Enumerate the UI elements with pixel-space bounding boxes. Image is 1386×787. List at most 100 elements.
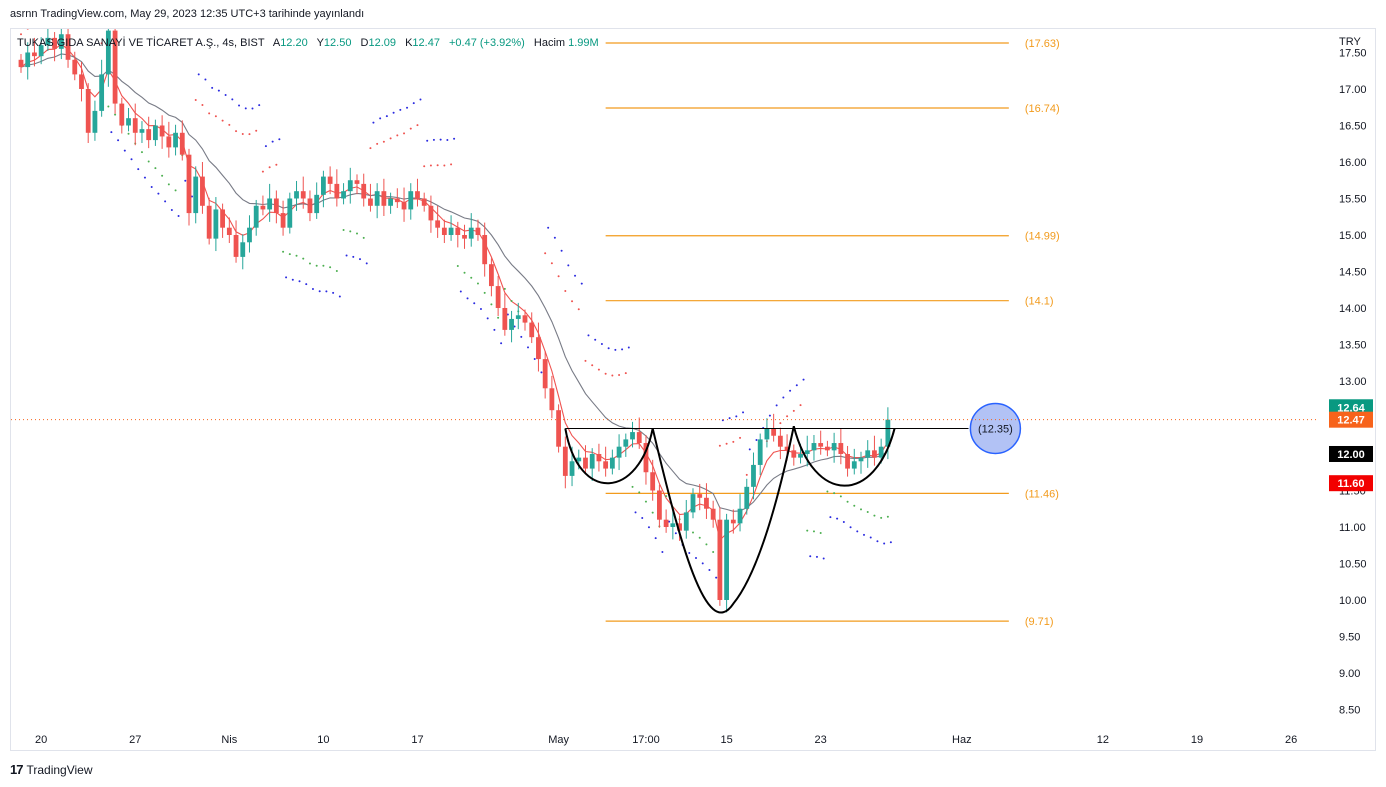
candle[interactable] bbox=[791, 444, 797, 466]
candle[interactable] bbox=[146, 116, 152, 149]
candle[interactable] bbox=[737, 494, 743, 532]
candle[interactable] bbox=[394, 188, 400, 208]
candle[interactable] bbox=[710, 500, 716, 528]
candle[interactable] bbox=[307, 190, 313, 222]
candle[interactable] bbox=[744, 478, 750, 515]
candle[interactable] bbox=[515, 302, 521, 330]
candle[interactable] bbox=[697, 483, 703, 511]
candle[interactable] bbox=[179, 120, 185, 161]
candle[interactable] bbox=[643, 435, 649, 485]
candle[interactable] bbox=[603, 446, 609, 477]
candle[interactable] bbox=[583, 445, 588, 475]
candle[interactable] bbox=[327, 166, 333, 195]
candle[interactable] bbox=[401, 187, 407, 222]
candle[interactable] bbox=[838, 428, 844, 465]
candle[interactable] bbox=[657, 484, 662, 528]
chart-pane[interactable]: (17.63) (16.74) (14.99) (14.1) (11.46) (9.71)… bbox=[10, 28, 1376, 751]
candle[interactable] bbox=[858, 451, 864, 474]
candle[interactable] bbox=[139, 121, 145, 144]
candle[interactable] bbox=[757, 433, 763, 476]
candle[interactable] bbox=[347, 167, 353, 204]
candle[interactable] bbox=[213, 197, 219, 252]
candle[interactable] bbox=[650, 459, 656, 501]
candle[interactable] bbox=[455, 221, 461, 248]
candle[interactable] bbox=[616, 434, 622, 471]
candle[interactable] bbox=[482, 222, 488, 277]
candle[interactable] bbox=[421, 192, 427, 212]
candle[interactable] bbox=[704, 483, 709, 519]
candle[interactable] bbox=[751, 452, 756, 500]
candle[interactable] bbox=[609, 449, 615, 475]
candle[interactable] bbox=[99, 59, 105, 117]
candle[interactable] bbox=[105, 29, 111, 87]
candle[interactable] bbox=[186, 148, 192, 226]
candle[interactable] bbox=[166, 121, 172, 158]
candle[interactable] bbox=[536, 322, 541, 372]
candle[interactable] bbox=[361, 173, 367, 207]
candle[interactable] bbox=[663, 509, 669, 533]
candle[interactable] bbox=[294, 180, 299, 211]
candle[interactable] bbox=[72, 51, 78, 81]
candle[interactable] bbox=[509, 310, 514, 343]
candle[interactable] bbox=[79, 61, 84, 102]
candle[interactable] bbox=[825, 440, 830, 457]
candle[interactable] bbox=[240, 234, 246, 270]
candle[interactable] bbox=[92, 100, 98, 141]
candle[interactable] bbox=[119, 97, 125, 134]
candle[interactable] bbox=[52, 32, 57, 62]
candle[interactable] bbox=[334, 169, 340, 207]
candle[interactable] bbox=[623, 433, 629, 457]
fibonacci-retracement[interactable]: (17.63) (16.74) (14.99) (14.1) (11.46) (9.71) bbox=[605, 38, 1060, 628]
candle[interactable] bbox=[32, 37, 37, 67]
candle[interactable] bbox=[730, 509, 736, 534]
candle[interactable] bbox=[112, 29, 118, 114]
candle[interactable] bbox=[287, 192, 293, 234]
candle[interactable] bbox=[220, 203, 225, 238]
candle[interactable] bbox=[764, 418, 770, 448]
candle[interactable] bbox=[408, 183, 414, 220]
candle[interactable] bbox=[25, 42, 31, 80]
candle[interactable] bbox=[233, 220, 239, 263]
candle[interactable] bbox=[549, 375, 555, 419]
candle[interactable] bbox=[253, 199, 259, 236]
candle[interactable] bbox=[845, 445, 850, 477]
candle[interactable] bbox=[448, 215, 454, 241]
candle[interactable] bbox=[354, 174, 360, 195]
candle[interactable] bbox=[677, 515, 682, 541]
candle[interactable] bbox=[388, 192, 393, 214]
candle[interactable] bbox=[818, 430, 824, 455]
candle[interactable] bbox=[462, 224, 467, 249]
candle[interactable] bbox=[562, 436, 568, 489]
candle[interactable] bbox=[153, 119, 158, 146]
candle[interactable] bbox=[495, 275, 501, 317]
candle[interactable] bbox=[690, 488, 696, 519]
candle[interactable] bbox=[314, 182, 320, 219]
candle[interactable] bbox=[724, 513, 729, 613]
candle[interactable] bbox=[45, 29, 51, 52]
candle[interactable] bbox=[368, 183, 373, 212]
candle[interactable] bbox=[267, 183, 273, 222]
candle[interactable] bbox=[441, 219, 447, 244]
candle[interactable] bbox=[18, 53, 24, 73]
candle[interactable] bbox=[132, 103, 138, 146]
price-chart[interactable]: (17.63) (16.74) (14.99) (14.1) (11.46) (9.71)… bbox=[11, 29, 1377, 752]
candle[interactable] bbox=[556, 404, 561, 453]
candle[interactable] bbox=[226, 217, 232, 244]
candle[interactable] bbox=[717, 507, 723, 606]
candle[interactable] bbox=[193, 166, 199, 224]
candle[interactable] bbox=[200, 161, 205, 214]
candle[interactable] bbox=[865, 440, 871, 468]
candle[interactable] bbox=[126, 107, 131, 132]
candle[interactable] bbox=[831, 432, 837, 463]
candle[interactable] bbox=[683, 499, 689, 539]
candle[interactable] bbox=[280, 200, 286, 236]
candle[interactable] bbox=[415, 178, 420, 207]
candle[interactable] bbox=[206, 197, 212, 245]
candle[interactable] bbox=[522, 309, 528, 331]
candle[interactable] bbox=[300, 176, 306, 209]
inverse-head-and-shoulders-drawing[interactable]: (12.35) bbox=[564, 402, 1022, 614]
candle[interactable] bbox=[341, 183, 346, 205]
candle[interactable] bbox=[636, 417, 642, 449]
candle[interactable] bbox=[58, 29, 64, 60]
candle[interactable] bbox=[777, 427, 783, 460]
